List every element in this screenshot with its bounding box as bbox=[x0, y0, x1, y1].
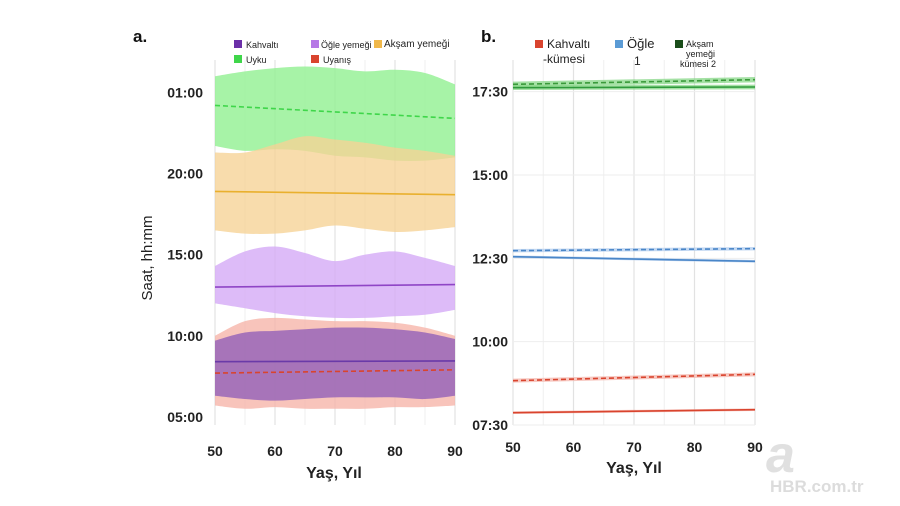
legend-label-line3: kümesi 2 bbox=[680, 59, 716, 69]
panel-a-y-tick-label: 10:00 bbox=[167, 328, 203, 344]
panel-b-x-tick-label: 80 bbox=[687, 439, 703, 455]
legend-item-uyanis: Uyanış bbox=[311, 55, 352, 65]
legend-item-aksam-yemegi: Akşam yemeği bbox=[374, 39, 450, 50]
line-le-dashed bbox=[512, 247, 756, 252]
panel-a-y-tick-label: 05:00 bbox=[167, 409, 203, 425]
watermark-text: HBR.com.tr bbox=[770, 477, 864, 496]
legend-label: Uyku bbox=[246, 55, 267, 65]
panel-a-x-axis-title: Yaş, Yıl bbox=[306, 465, 362, 482]
panel-b-y-tick-label: 15:00 bbox=[472, 167, 508, 183]
panel-a-x-tick-label: 70 bbox=[327, 443, 343, 459]
legend-label: Uyanış bbox=[323, 55, 352, 65]
legend-item-uyku: Uyku bbox=[234, 55, 267, 65]
panel-a-y-tick-label: 01:00 bbox=[167, 84, 203, 100]
legend-label-line2: yemeği bbox=[686, 49, 715, 59]
panel-b-x-axis-title: Yaş, Yıl bbox=[606, 460, 662, 477]
panel-a-x-tick-label: 60 bbox=[267, 443, 283, 459]
legend-label: Kahvaltı bbox=[246, 40, 279, 50]
panel-a-x-tick-label: 90 bbox=[447, 443, 463, 459]
panel-b-x-tick-label: 50 bbox=[505, 439, 521, 455]
legend-swatch bbox=[535, 40, 543, 48]
panel-b-y-tick-label: 07:30 bbox=[472, 417, 508, 433]
legend-swatch bbox=[615, 40, 623, 48]
legend-swatch bbox=[234, 40, 242, 48]
line-ak-am-yeme-i-solid bbox=[512, 86, 756, 89]
legend-item-kahvalti-kumesi: Kahvaltı -kümesi bbox=[535, 37, 590, 66]
panel-b-legend: Kahvaltı -kümesi Öğle 1 Akşam yemeği küm… bbox=[535, 36, 716, 69]
panel-b-y-tick-label: 10:00 bbox=[472, 334, 508, 350]
panel-b-label: b. bbox=[481, 27, 496, 46]
panel-a-y-tick-label: 15:00 bbox=[167, 247, 203, 263]
panel-a-mean-lines bbox=[214, 104, 456, 374]
watermark-logo: a bbox=[766, 426, 795, 484]
panel-a-x-tick-label: 80 bbox=[387, 443, 403, 459]
line-ak-am-yeme-i-dashed bbox=[512, 78, 756, 86]
panel-b-x-tick-label: 60 bbox=[566, 439, 582, 455]
legend-swatch bbox=[311, 55, 319, 63]
legend-swatch bbox=[311, 40, 319, 48]
legend-item-aksam-yemegi-kumesi-2: Akşam yemeği kümesi 2 bbox=[675, 39, 716, 69]
legend-label: Öğle bbox=[627, 36, 654, 51]
mean-line-ak-am-yeme-i bbox=[214, 190, 456, 196]
panel-a-x-ticks: 50 60 70 80 90 bbox=[207, 443, 463, 459]
band-kahvalt bbox=[215, 327, 455, 401]
mean-line-le-yeme-i bbox=[214, 283, 456, 288]
legend-item-ogle-yemegi: Öğle yemeği bbox=[311, 40, 372, 50]
panel-b-x-ticks: 50 60 70 80 90 bbox=[505, 439, 763, 455]
legend-item-ogle-1: Öğle 1 bbox=[615, 36, 654, 68]
panel-a-y-axis-title: Saat, hh:mm bbox=[139, 215, 156, 300]
panel-a-x-tick-label: 50 bbox=[207, 443, 223, 459]
mean-line-kahvalt bbox=[214, 360, 456, 363]
line-kahvalt-dashed bbox=[512, 373, 756, 382]
band-le-yeme-i bbox=[215, 246, 455, 319]
line-le-solid bbox=[512, 255, 756, 263]
panel-b-gridlines bbox=[512, 60, 756, 426]
legend-label-line2: -kümesi bbox=[543, 52, 585, 66]
legend-label: Akşam yemeği bbox=[384, 39, 450, 50]
line-kahvalt-solid bbox=[512, 408, 756, 414]
band-ak-am-yeme-i bbox=[215, 136, 455, 234]
watermark: a HBR.com.tr bbox=[766, 426, 864, 496]
panel-a-legend: Kahvaltı Öğle yemeği Akşam yemeği Uyku U… bbox=[234, 39, 450, 65]
legend-swatch bbox=[675, 40, 683, 48]
panel-b-lines bbox=[512, 77, 756, 414]
panel-b-x-tick-label: 90 bbox=[747, 439, 763, 455]
panel-b-y-ticks: 07:30 10:00 12:30 15:00 17:30 bbox=[472, 84, 508, 433]
mean-line-uyan bbox=[214, 369, 456, 374]
legend-item-kahvalti: Kahvaltı bbox=[234, 40, 279, 50]
panel-b-y-tick-label: 12:30 bbox=[472, 250, 508, 266]
panel-b-x-tick-label: 70 bbox=[626, 439, 642, 455]
legend-label: Öğle yemeği bbox=[321, 40, 372, 50]
panel-a-y-ticks: 05:00 10:00 15:00 20:00 01:00 bbox=[167, 84, 203, 424]
legend-swatch bbox=[374, 40, 382, 48]
legend-label: Akşam bbox=[686, 39, 714, 49]
panel-a-bands bbox=[215, 66, 455, 409]
band-uyku bbox=[215, 66, 455, 161]
legend-label: Kahvaltı bbox=[547, 37, 590, 51]
legend-swatch bbox=[234, 55, 242, 63]
panel-a-label: a. bbox=[133, 27, 147, 46]
legend-label-line2: 1 bbox=[634, 54, 641, 68]
mean-line-uyku bbox=[214, 104, 456, 120]
panel-a-y-tick-label: 20:00 bbox=[167, 166, 203, 182]
panel-b-y-tick-label: 17:30 bbox=[472, 84, 508, 100]
